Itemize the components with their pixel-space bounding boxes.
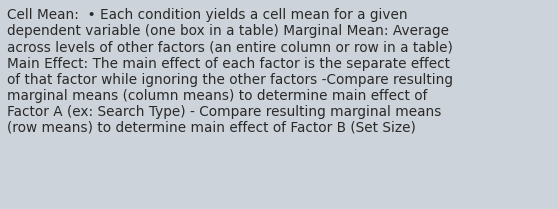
Text: of that factor while ignoring the other factors -Compare resulting: of that factor while ignoring the other … bbox=[7, 73, 453, 87]
Text: marginal means (column means) to determine main effect of: marginal means (column means) to determi… bbox=[7, 89, 427, 103]
Text: (row means) to determine main effect of Factor B (Set Size): (row means) to determine main effect of … bbox=[7, 121, 416, 135]
Text: across levels of other factors (an entire column or row in a table): across levels of other factors (an entir… bbox=[7, 41, 453, 55]
Text: dependent variable (one box in a table) Marginal Mean: Average: dependent variable (one box in a table) … bbox=[7, 24, 449, 38]
Text: Factor A (ex: Search Type) - Compare resulting marginal means: Factor A (ex: Search Type) - Compare res… bbox=[7, 105, 441, 119]
Text: Main Effect: The main effect of each factor is the separate effect: Main Effect: The main effect of each fac… bbox=[7, 57, 450, 71]
Text: Cell Mean:  • Each condition yields a cell mean for a given: Cell Mean: • Each condition yields a cel… bbox=[7, 8, 408, 22]
